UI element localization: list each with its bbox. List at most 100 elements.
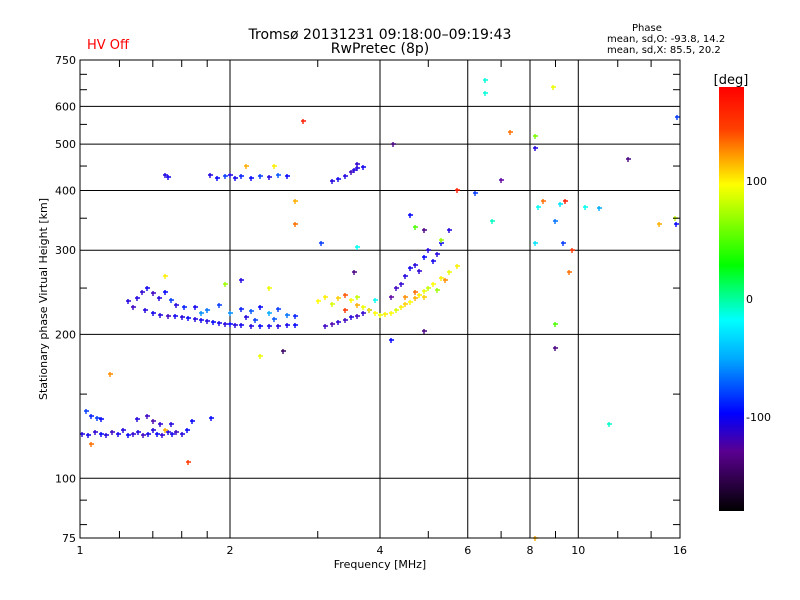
echo-point xyxy=(174,430,179,435)
echo-point xyxy=(267,324,272,329)
hv-status: HV Off xyxy=(87,38,129,53)
echo-point xyxy=(301,119,306,124)
echo-point xyxy=(657,222,662,227)
echo-point xyxy=(483,91,488,96)
echo-point xyxy=(403,302,408,307)
echo-point xyxy=(209,416,214,421)
echo-point xyxy=(336,177,341,182)
echo-point xyxy=(166,430,171,435)
echo-point xyxy=(319,241,324,246)
echo-point xyxy=(258,324,263,329)
echo-point xyxy=(267,175,272,180)
echo-point xyxy=(389,338,394,343)
echo-point xyxy=(293,314,298,319)
echo-point xyxy=(233,323,238,328)
echo-point xyxy=(355,295,360,300)
echo-point xyxy=(336,296,341,301)
colorbar-label: [deg] xyxy=(714,73,749,88)
y-tick-label: 500 xyxy=(55,138,76,151)
echo-point xyxy=(116,432,121,437)
echo-point xyxy=(435,252,440,257)
echo-point xyxy=(253,318,258,323)
echo-point xyxy=(208,173,213,178)
echo-point xyxy=(626,157,631,162)
echo-point xyxy=(258,305,263,310)
echo-point xyxy=(228,322,233,327)
echo-point xyxy=(389,295,394,300)
echo-point xyxy=(151,311,156,316)
echo-point xyxy=(205,319,210,324)
echo-point xyxy=(244,164,249,169)
echo-point xyxy=(455,188,460,193)
echo-point xyxy=(316,299,321,304)
echo-point xyxy=(193,317,198,322)
echo-point xyxy=(330,302,335,307)
echo-point xyxy=(190,419,195,424)
echo-point xyxy=(399,282,404,287)
echo-point xyxy=(408,300,413,305)
echo-point xyxy=(249,324,254,329)
echo-point xyxy=(558,202,563,207)
echo-point xyxy=(355,245,360,250)
x-axis-label: Frequency [MHz] xyxy=(334,558,426,571)
chart-subtitle: RwPretec (8p) xyxy=(330,41,430,57)
echo-point xyxy=(378,313,383,318)
echo-point xyxy=(361,311,366,316)
y-axis-label: Stationary phase Virtual Height [km] xyxy=(37,198,50,400)
echo-point xyxy=(399,305,404,310)
echo-point xyxy=(675,115,680,120)
echo-point xyxy=(373,311,378,316)
echo-point xyxy=(403,274,408,279)
echo-point xyxy=(352,270,357,275)
echo-point xyxy=(361,165,366,170)
echo-point xyxy=(145,414,150,419)
echo-point xyxy=(561,241,566,246)
echo-point xyxy=(293,222,298,227)
echo-point xyxy=(533,134,538,139)
chart-title: Tromsø 20131231 09:18:00–09:19:43 xyxy=(248,27,512,43)
echo-point xyxy=(293,199,298,204)
echo-point xyxy=(330,179,335,184)
colorbar-tick-label: 100 xyxy=(746,175,767,188)
echo-point xyxy=(163,290,168,295)
echo-point xyxy=(553,322,558,327)
echo-point xyxy=(267,311,272,316)
echo-point xyxy=(239,323,244,328)
echo-point xyxy=(110,430,115,435)
echo-point xyxy=(607,422,612,427)
echo-point xyxy=(417,293,422,298)
echo-point xyxy=(674,222,679,227)
echo-point xyxy=(422,289,427,294)
echo-point xyxy=(223,174,228,179)
echo-point xyxy=(180,432,185,437)
echo-point xyxy=(223,282,228,287)
echo-point xyxy=(158,313,163,318)
echo-point xyxy=(391,142,396,147)
echo-point xyxy=(131,432,136,437)
phase-x-stats: mean, sd,X: 85.5, 20.2 xyxy=(607,45,721,56)
echo-point xyxy=(95,416,100,421)
echo-point xyxy=(281,349,286,354)
echo-point xyxy=(169,298,174,303)
echo-point xyxy=(563,199,568,204)
y-tick-label: 750 xyxy=(55,54,76,67)
echo-point xyxy=(285,174,290,179)
echo-point xyxy=(541,199,546,204)
echo-point xyxy=(413,290,418,295)
echo-point xyxy=(553,346,558,351)
echo-point xyxy=(272,164,277,169)
echo-point xyxy=(135,417,140,422)
echo-point xyxy=(413,296,418,301)
echo-point xyxy=(199,318,204,323)
phase-o-stats: mean, sd,O: -93.8, 14.2 xyxy=(607,34,726,45)
echo-point xyxy=(145,286,150,291)
echo-point xyxy=(272,317,277,322)
echo-point xyxy=(422,228,427,233)
echo-point xyxy=(417,269,422,274)
echo-point xyxy=(355,162,360,167)
x-tick-label: 10 xyxy=(571,544,585,557)
echo-point xyxy=(228,173,233,178)
echo-point xyxy=(185,428,190,433)
echo-point xyxy=(447,270,452,275)
